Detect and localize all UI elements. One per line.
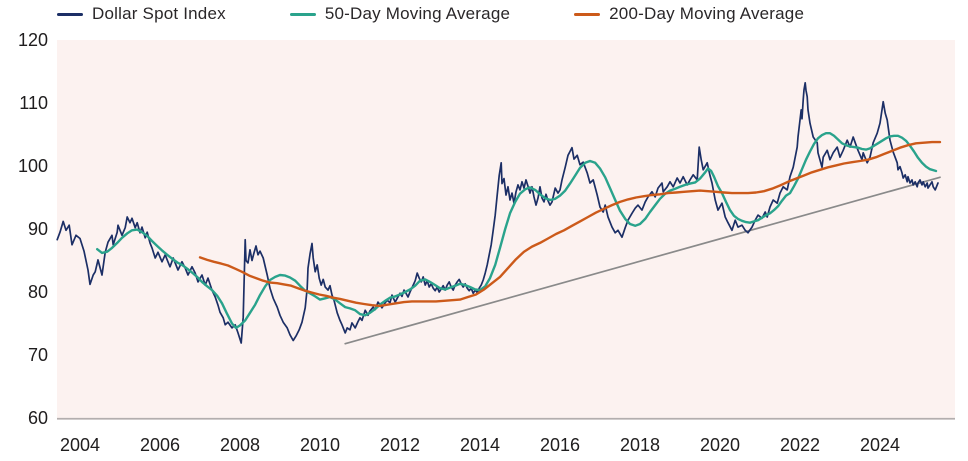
y-tick-label: 120 — [18, 30, 48, 50]
x-tick-label: 2022 — [780, 435, 820, 455]
legend-item-dollar-spot-index: Dollar Spot Index — [57, 4, 226, 24]
y-tick-label: 90 — [28, 219, 48, 239]
legend-item-200-day-ma: 200-Day Moving Average — [574, 4, 804, 24]
x-tick-label: 2008 — [220, 435, 260, 455]
legend-label-50-day-ma: 50-Day Moving Average — [324, 4, 511, 23]
x-tick-label: 2024 — [860, 435, 900, 455]
y-tick-label: 70 — [28, 345, 48, 365]
legend-swatch-dollar-spot-index — [57, 12, 83, 16]
legend-label-200-day-ma: 200-Day Moving Average — [609, 4, 805, 23]
x-tick-label: 2010 — [300, 435, 340, 455]
y-tick-label: 110 — [19, 93, 48, 113]
x-tick-label: 2012 — [380, 435, 420, 455]
x-tick-label: 2020 — [700, 435, 740, 455]
x-tick-label: 2016 — [540, 435, 580, 455]
legend-swatch-50-day-ma — [289, 12, 316, 16]
x-tick-label: 2014 — [460, 435, 500, 455]
x-tick-label: 2018 — [620, 435, 660, 455]
y-tick-label: 80 — [28, 282, 48, 302]
x-tick-label: 2004 — [60, 435, 100, 455]
series-line-ma-50 — [96, 132, 938, 330]
y-tick-label: 100 — [18, 156, 48, 176]
series-line-trendline — [344, 176, 941, 345]
x-tick-label: 2006 — [140, 435, 180, 455]
legend-item-50-day-ma: 50-Day Moving Average — [289, 4, 511, 24]
y-tick-label: 60 — [28, 408, 48, 428]
legend-swatch-200-day-ma — [574, 12, 601, 16]
series-line-dollar-spot-index — [56, 81, 939, 344]
legend-label-dollar-spot-index: Dollar Spot Index — [92, 4, 226, 23]
series-line-ma-200 — [198, 140, 942, 308]
chart-legend: Dollar Spot Index 50-Day Moving Average … — [57, 4, 804, 24]
